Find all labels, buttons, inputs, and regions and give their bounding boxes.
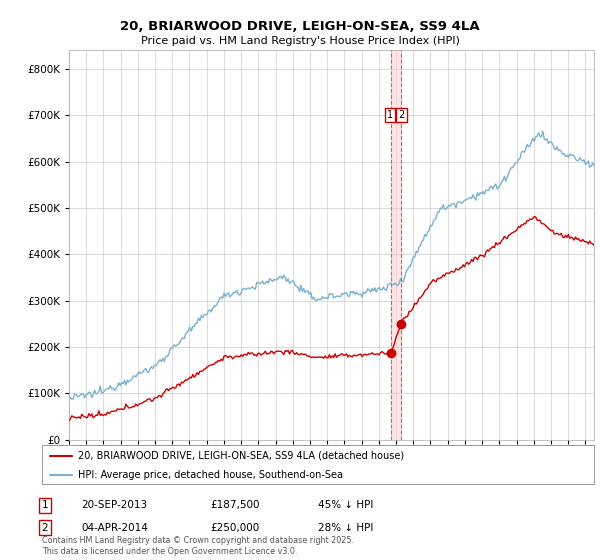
Text: 2: 2 bbox=[398, 110, 404, 120]
Text: £250,000: £250,000 bbox=[210, 522, 259, 533]
Bar bbox=[391, 50, 401, 440]
Text: Price paid vs. HM Land Registry's House Price Index (HPI): Price paid vs. HM Land Registry's House … bbox=[140, 36, 460, 46]
Text: 20, BRIARWOOD DRIVE, LEIGH-ON-SEA, SS9 4LA: 20, BRIARWOOD DRIVE, LEIGH-ON-SEA, SS9 4… bbox=[120, 20, 480, 32]
Text: 2: 2 bbox=[41, 522, 49, 533]
Text: 20, BRIARWOOD DRIVE, LEIGH-ON-SEA, SS9 4LA (detached house): 20, BRIARWOOD DRIVE, LEIGH-ON-SEA, SS9 4… bbox=[78, 451, 404, 461]
Text: 1: 1 bbox=[388, 110, 394, 120]
Text: 20-SEP-2013: 20-SEP-2013 bbox=[81, 500, 147, 510]
Text: Contains HM Land Registry data © Crown copyright and database right 2025.
This d: Contains HM Land Registry data © Crown c… bbox=[42, 536, 354, 556]
Text: £187,500: £187,500 bbox=[210, 500, 260, 510]
Text: HPI: Average price, detached house, Southend-on-Sea: HPI: Average price, detached house, Sout… bbox=[78, 470, 343, 479]
Text: 1: 1 bbox=[41, 500, 49, 510]
Text: 45% ↓ HPI: 45% ↓ HPI bbox=[318, 500, 373, 510]
Text: 04-APR-2014: 04-APR-2014 bbox=[81, 522, 148, 533]
Text: 28% ↓ HPI: 28% ↓ HPI bbox=[318, 522, 373, 533]
